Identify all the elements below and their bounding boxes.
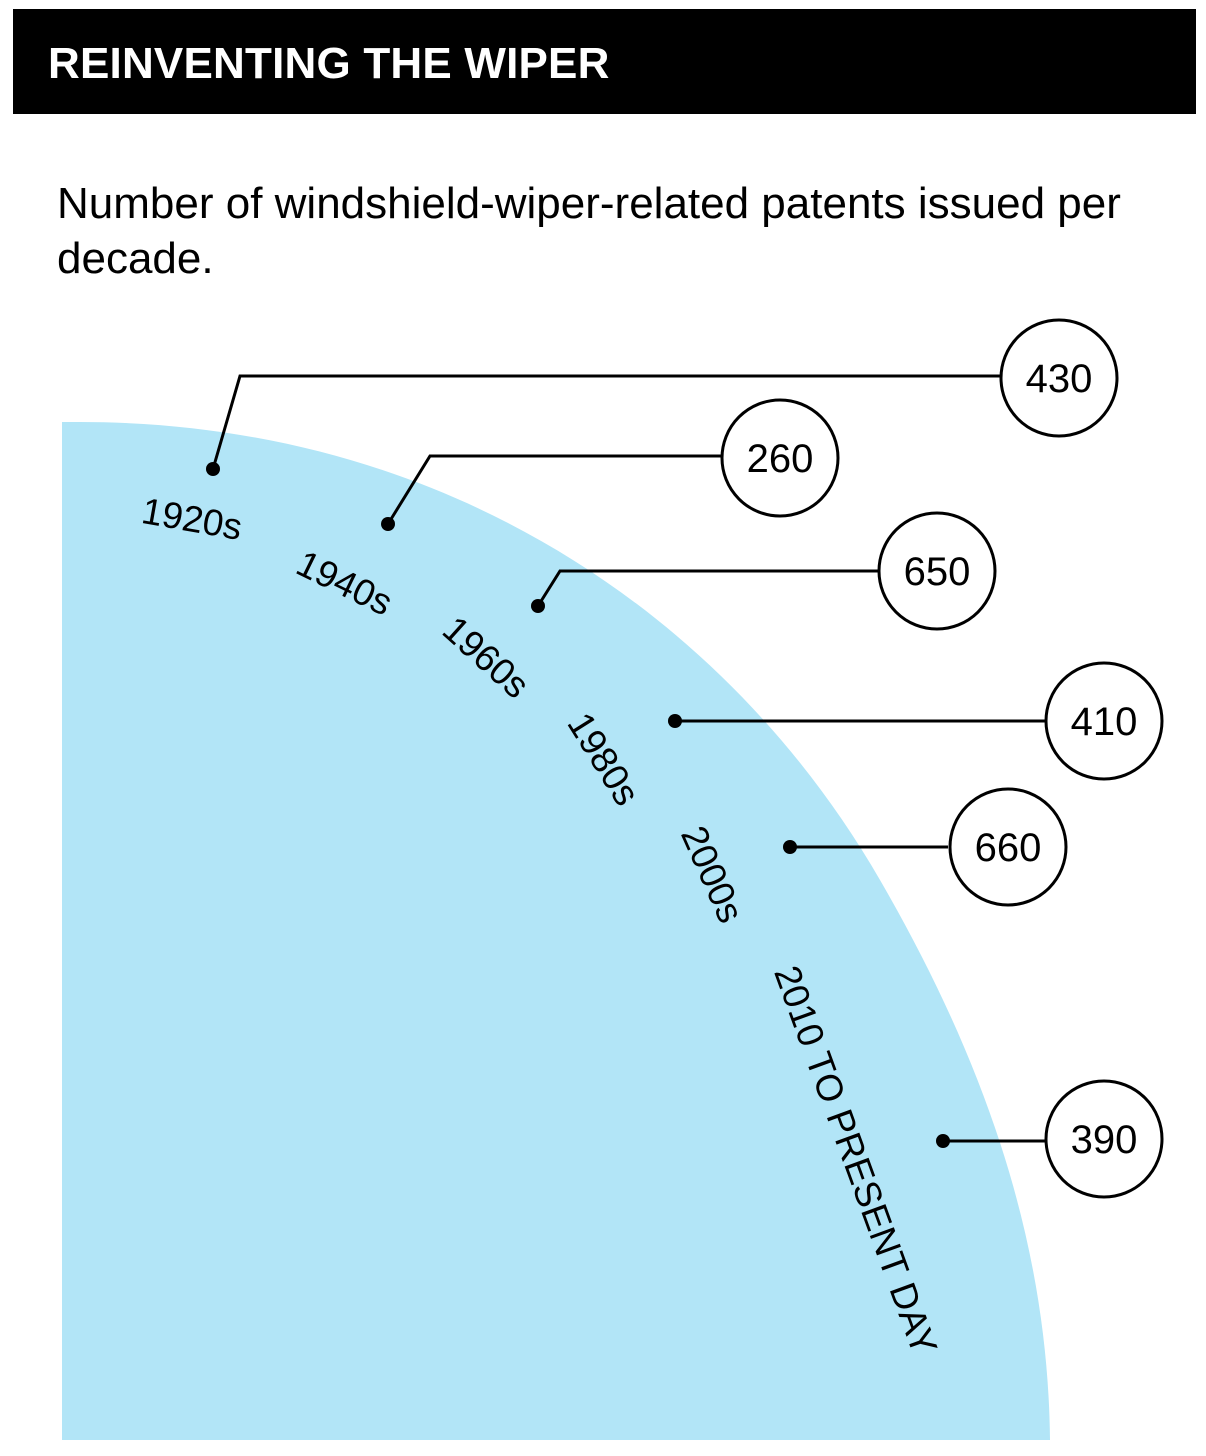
leader-line	[386, 454, 722, 525]
title-bar: REINVENTING THE WIPER	[13, 9, 1196, 114]
value-label: 260	[747, 437, 814, 481]
value-circle	[1044, 661, 1164, 781]
decade-dot	[531, 599, 545, 613]
value-label: 650	[904, 550, 971, 594]
decade-dot	[668, 714, 682, 728]
value-circle	[1044, 1079, 1164, 1199]
value-label: 430	[1026, 357, 1093, 401]
value-circle	[720, 398, 840, 518]
value-circle	[877, 511, 997, 631]
value-label: 410	[1071, 700, 1138, 744]
wiper-sweep-area	[62, 422, 1050, 1440]
leader-line	[536, 569, 878, 607]
chart-subtitle: Number of windshield-wiper-related paten…	[57, 179, 1121, 283]
decade-dot	[381, 517, 395, 531]
value-circle	[948, 787, 1068, 907]
value-label: 390	[1071, 1118, 1138, 1162]
chart-title: REINVENTING THE WIPER	[48, 39, 610, 88]
value-circle	[999, 318, 1119, 438]
decade-dot	[206, 462, 220, 476]
leader-line	[211, 374, 1000, 470]
decade-dot	[783, 840, 797, 854]
decade-dot	[936, 1134, 950, 1148]
value-label: 660	[975, 826, 1042, 870]
